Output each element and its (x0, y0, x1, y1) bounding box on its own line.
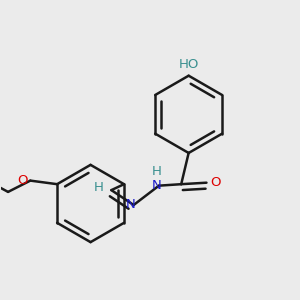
Text: N: N (126, 199, 136, 212)
Text: H: H (94, 181, 104, 194)
Text: H: H (152, 165, 161, 178)
Text: O: O (17, 174, 28, 187)
Text: N: N (152, 179, 161, 192)
Text: HO: HO (178, 58, 199, 71)
Text: O: O (210, 176, 220, 189)
